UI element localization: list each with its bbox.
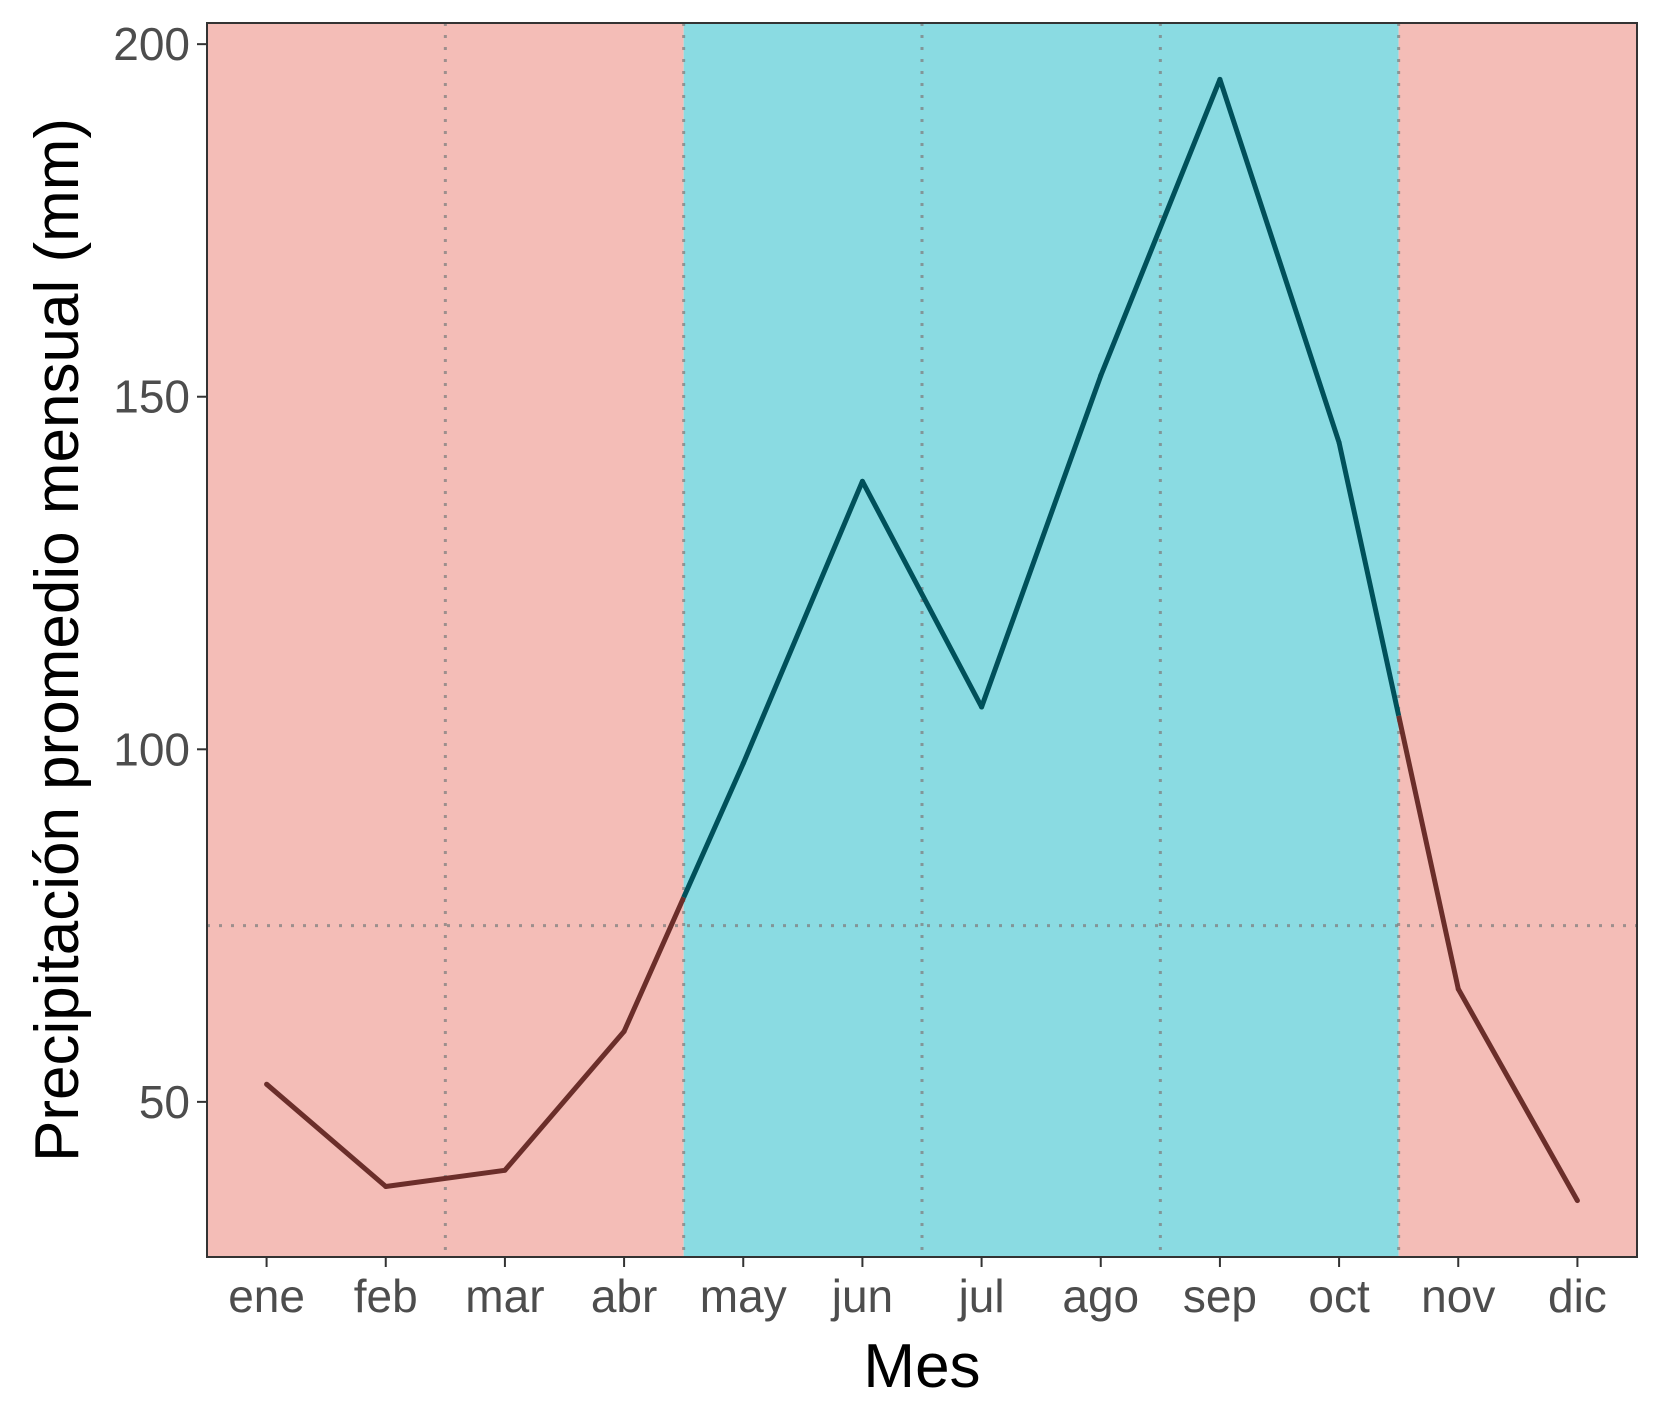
y-axis-title: Precipitación promedio mensual (mm) bbox=[23, 118, 92, 1162]
x-tick-label-may: may bbox=[700, 1270, 787, 1322]
x-tick-label-jun: jun bbox=[830, 1270, 893, 1322]
dry-season-background bbox=[207, 23, 684, 1257]
wet-season-line bbox=[681, 76, 1402, 899]
data-point-oct bbox=[1336, 440, 1342, 446]
data-point-abr bbox=[621, 1028, 627, 1034]
data-point-feb bbox=[383, 1183, 389, 1189]
x-tick-label-sep: sep bbox=[1183, 1270, 1257, 1322]
y-tick-label: 50 bbox=[139, 1076, 190, 1128]
data-point-nov bbox=[1455, 986, 1461, 992]
x-tick-label-nov: nov bbox=[1421, 1270, 1495, 1322]
data-point-ene bbox=[264, 1081, 270, 1087]
data-point-sep bbox=[1217, 76, 1223, 82]
plot-panel-border bbox=[206, 22, 1638, 1258]
x-tick-label-ene: ene bbox=[228, 1270, 305, 1322]
data-point-mar bbox=[502, 1167, 508, 1173]
dry-season-background bbox=[1398, 23, 1637, 1257]
y-tick-label: 150 bbox=[113, 371, 190, 423]
x-tick-label-oct: oct bbox=[1308, 1270, 1370, 1322]
x-axis-title: Mes bbox=[863, 1332, 980, 1401]
x-tick-label-mar: mar bbox=[465, 1270, 544, 1322]
data-point-dic bbox=[1574, 1198, 1580, 1204]
wet-season-background bbox=[683, 23, 1399, 1257]
data-point-may bbox=[740, 760, 746, 766]
x-tick-label-ago: ago bbox=[1062, 1270, 1139, 1322]
x-tick-label-dic: dic bbox=[1548, 1270, 1607, 1322]
y-tick-label: 200 bbox=[113, 18, 190, 70]
x-tick-label-feb: feb bbox=[354, 1270, 418, 1322]
axes: ene feb mar abr may jun jul ago sep oct nov dic 50 10… bbox=[113, 18, 1607, 1322]
data-point-jul bbox=[979, 704, 985, 710]
x-tick-label-abr: abr bbox=[591, 1270, 657, 1322]
data-point-ago bbox=[1098, 373, 1104, 379]
data-point-jun bbox=[859, 478, 865, 484]
y-tick-label: 100 bbox=[113, 723, 190, 775]
x-tick-label-jul: jul bbox=[957, 1270, 1005, 1322]
precipitation-series bbox=[264, 76, 1580, 1204]
season-backgrounds bbox=[207, 23, 1637, 1257]
